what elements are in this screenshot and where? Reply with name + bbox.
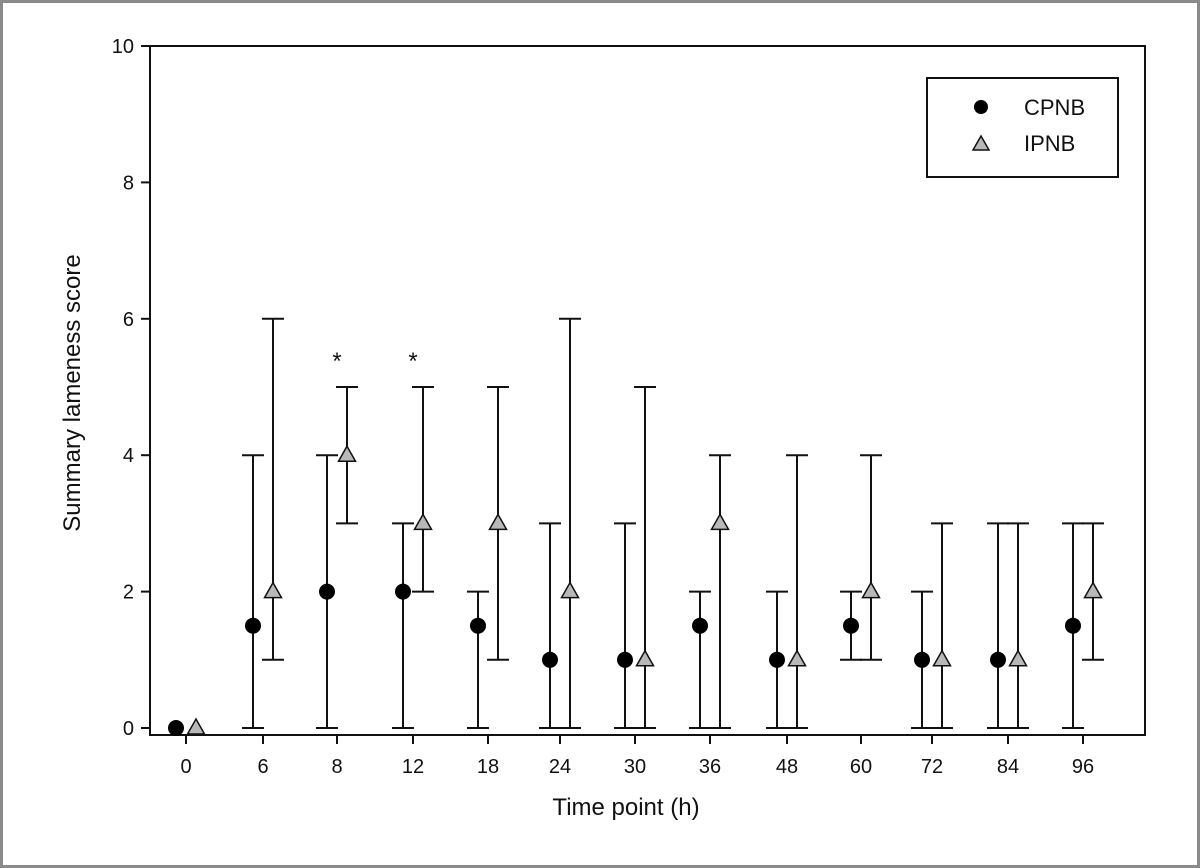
- point-cpnb: [617, 651, 633, 668]
- point-cpnb: [990, 651, 1006, 668]
- legend-marker-ipnb: [971, 134, 991, 151]
- point-ipnb: [932, 649, 952, 667]
- point-cpnb: [692, 617, 708, 634]
- point-ipnb: [413, 512, 433, 531]
- point-cpnb: [914, 651, 930, 668]
- significance-marker: *: [408, 348, 417, 375]
- error-bars: [242, 317, 1104, 729]
- x-axis-title: Time point (h): [552, 794, 699, 821]
- point-ipnb: [560, 581, 580, 599]
- point-cpnb: [395, 583, 411, 600]
- point-ipnb: [186, 717, 206, 735]
- legend-box: [926, 77, 1119, 178]
- y-tick-label: 2: [123, 582, 134, 604]
- point-cpnb: [470, 617, 486, 634]
- point-ipnb: [263, 581, 283, 599]
- y-tick-label: 0: [123, 718, 134, 740]
- legend: CPNB IPNB: [926, 77, 1119, 178]
- point-ipnb: [1083, 581, 1103, 599]
- x-tick-label: 36: [699, 756, 721, 778]
- markers: [168, 444, 1103, 736]
- x-axis: 0 6 8 12 18 24 30 36 48 60 72 84 96: [180, 735, 1094, 778]
- point-ipnb: [787, 649, 807, 667]
- x-tick-label: 24: [549, 756, 571, 778]
- y-axis: 0 2 4 6 8 10: [112, 36, 150, 740]
- point-ipnb: [337, 444, 357, 462]
- legend-label-ipnb: IPNB: [1024, 131, 1075, 156]
- point-ipnb: [635, 649, 655, 667]
- point-ipnb: [710, 512, 730, 531]
- significance-marker: *: [332, 348, 341, 375]
- x-tick-label: 72: [921, 756, 943, 778]
- point-ipnb: [861, 581, 881, 599]
- y-tick-label: 8: [123, 172, 134, 194]
- legend-marker-cpnb: [974, 100, 988, 114]
- x-tick-label: 96: [1072, 756, 1094, 778]
- x-tick-label: 30: [624, 756, 646, 778]
- x-tick-label: 18: [477, 756, 499, 778]
- y-tick-label: 6: [123, 309, 134, 331]
- point-cpnb: [542, 651, 558, 668]
- point-cpnb: [843, 617, 859, 634]
- point-cpnb: [245, 617, 261, 634]
- legend-label-cpnb: CPNB: [1024, 95, 1085, 120]
- x-tick-label: 0: [180, 756, 191, 778]
- point-cpnb: [168, 720, 184, 736]
- point-ipnb: [488, 512, 508, 531]
- point-cpnb: [1065, 617, 1081, 634]
- x-tick-label: 48: [776, 756, 798, 778]
- point-cpnb: [319, 583, 335, 600]
- plot-area: [149, 45, 1146, 736]
- point-ipnb: [1008, 649, 1028, 667]
- x-tick-label: 6: [257, 756, 268, 778]
- y-axis-title: Summary lameness score: [59, 254, 86, 531]
- y-tick-label: 4: [123, 445, 134, 467]
- y-tick-label: 10: [112, 36, 134, 58]
- x-tick-label: 8: [331, 756, 342, 778]
- x-tick-label: 12: [402, 756, 424, 778]
- x-tick-label: 60: [850, 756, 872, 778]
- point-cpnb: [769, 651, 785, 668]
- annotations: * *: [332, 348, 417, 375]
- x-tick-label: 84: [997, 756, 1019, 778]
